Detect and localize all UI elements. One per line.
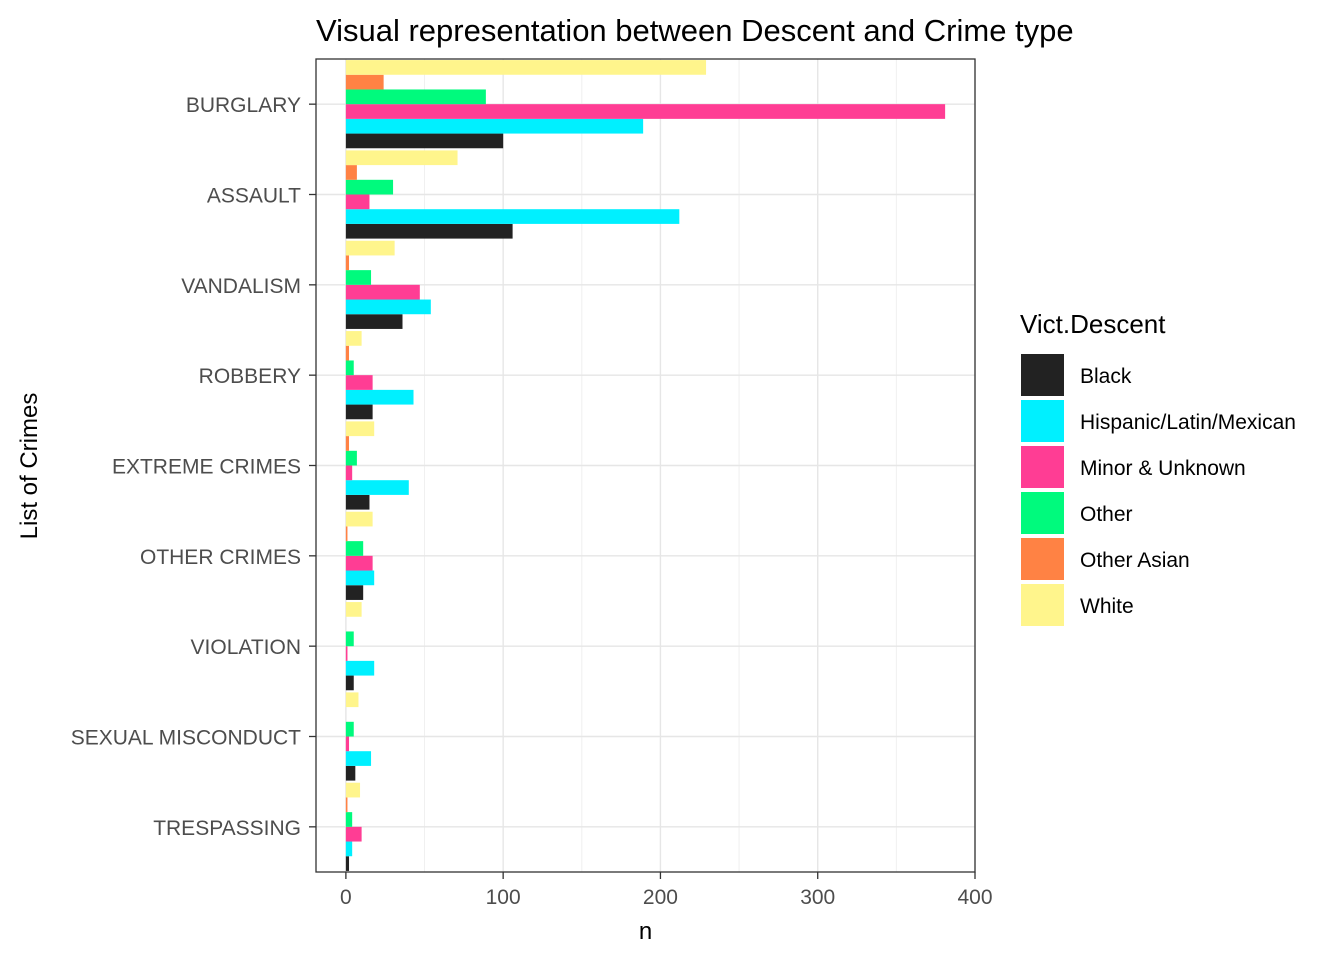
- bar: [345, 782, 361, 798]
- bar: [345, 375, 373, 390]
- bar: [345, 345, 350, 361]
- bar: [345, 421, 375, 437]
- bar: [345, 494, 370, 510]
- y-axis: BURGLARY ASSAULT VANDALISM ROBBERY EXTREME C…: [71, 94, 316, 840]
- bar: [345, 284, 420, 300]
- bar: [345, 104, 946, 119]
- y-tick-label: BURGLARY: [186, 94, 301, 117]
- bar: [345, 631, 354, 647]
- bar: [345, 826, 362, 842]
- bar: [345, 585, 364, 600]
- legend-label: Minor & Unknown: [1080, 457, 1246, 480]
- bar: [345, 360, 354, 376]
- legend-label: Black: [1080, 365, 1132, 388]
- bar: [345, 675, 354, 691]
- legend-swatch: [1021, 400, 1064, 442]
- bar: [345, 133, 504, 149]
- bar: [345, 118, 644, 134]
- bar: [345, 165, 357, 180]
- bar: [345, 150, 458, 166]
- bar: [345, 736, 350, 752]
- bar: [345, 856, 350, 871]
- bar: [345, 240, 395, 256]
- bar: [345, 270, 372, 285]
- bar: [345, 450, 357, 466]
- grid: [316, 59, 976, 872]
- legend-label: Other Asian: [1080, 549, 1190, 572]
- x-axis-title: n: [639, 918, 652, 945]
- legend-swatch: [1021, 538, 1064, 580]
- bar: [345, 465, 353, 481]
- bar: [345, 751, 372, 766]
- bar: [345, 526, 348, 542]
- bar: [345, 602, 362, 617]
- bar: [345, 692, 359, 708]
- legend-label: Other: [1080, 503, 1133, 526]
- bar: [345, 74, 384, 90]
- legend-swatch: [1021, 584, 1064, 626]
- bar: [345, 314, 403, 329]
- bar: [345, 721, 354, 737]
- legend-label: Hispanic/Latin/Mexican: [1080, 411, 1296, 434]
- legend: Vict.Descent Black Hispanic/Latin/Mexican…: [1020, 309, 1296, 626]
- legend-swatch: [1021, 446, 1064, 488]
- bar: [345, 209, 680, 224]
- bar: [345, 223, 513, 239]
- legend-label: White: [1080, 595, 1134, 618]
- bar: [345, 797, 348, 813]
- bar: [345, 60, 707, 75]
- bar: [345, 555, 373, 571]
- x-tick-label: 400: [957, 886, 992, 909]
- y-tick-label: ROBBERY: [199, 365, 301, 388]
- bar: [345, 89, 486, 105]
- bar: [345, 255, 350, 271]
- legend-swatch: [1021, 354, 1064, 396]
- y-tick-label: VIOLATION: [191, 636, 301, 659]
- legend-title: Vict.Descent: [1020, 309, 1166, 339]
- bars: [345, 60, 946, 871]
- bar: [345, 194, 370, 210]
- bar: [345, 331, 362, 346]
- bar: [345, 436, 350, 451]
- bar: [345, 646, 348, 661]
- bar: [345, 179, 394, 195]
- bar: [345, 299, 431, 315]
- bar: [345, 660, 375, 676]
- x-tick-label: 0: [340, 886, 352, 909]
- y-tick-label: VANDALISM: [181, 275, 301, 298]
- y-tick-label: OTHER CRIMES: [140, 546, 301, 569]
- y-tick-label: SEXUAL MISCONDUCT: [71, 727, 301, 750]
- bar: [345, 511, 373, 527]
- x-tick-label: 300: [800, 886, 835, 909]
- x-axis: 0 100 200 300 400: [340, 872, 993, 909]
- chart-title: Visual representation between Descent an…: [316, 13, 1074, 48]
- y-tick-label: ASSAULT: [207, 185, 301, 208]
- bar: [345, 812, 353, 827]
- legend-swatch: [1021, 492, 1064, 534]
- bar: [345, 404, 373, 420]
- x-tick-label: 200: [643, 886, 678, 909]
- y-tick-label: TRESPASSING: [153, 817, 301, 840]
- bar: [345, 841, 353, 857]
- bar: [345, 765, 356, 781]
- bar: [345, 480, 409, 495]
- y-tick-label: EXTREME CRIMES: [112, 456, 301, 479]
- bar: [345, 389, 414, 405]
- bar: [345, 541, 364, 556]
- x-tick-label: 100: [486, 886, 521, 909]
- bar: [345, 570, 375, 586]
- y-axis-title: List of Crimes: [16, 393, 43, 540]
